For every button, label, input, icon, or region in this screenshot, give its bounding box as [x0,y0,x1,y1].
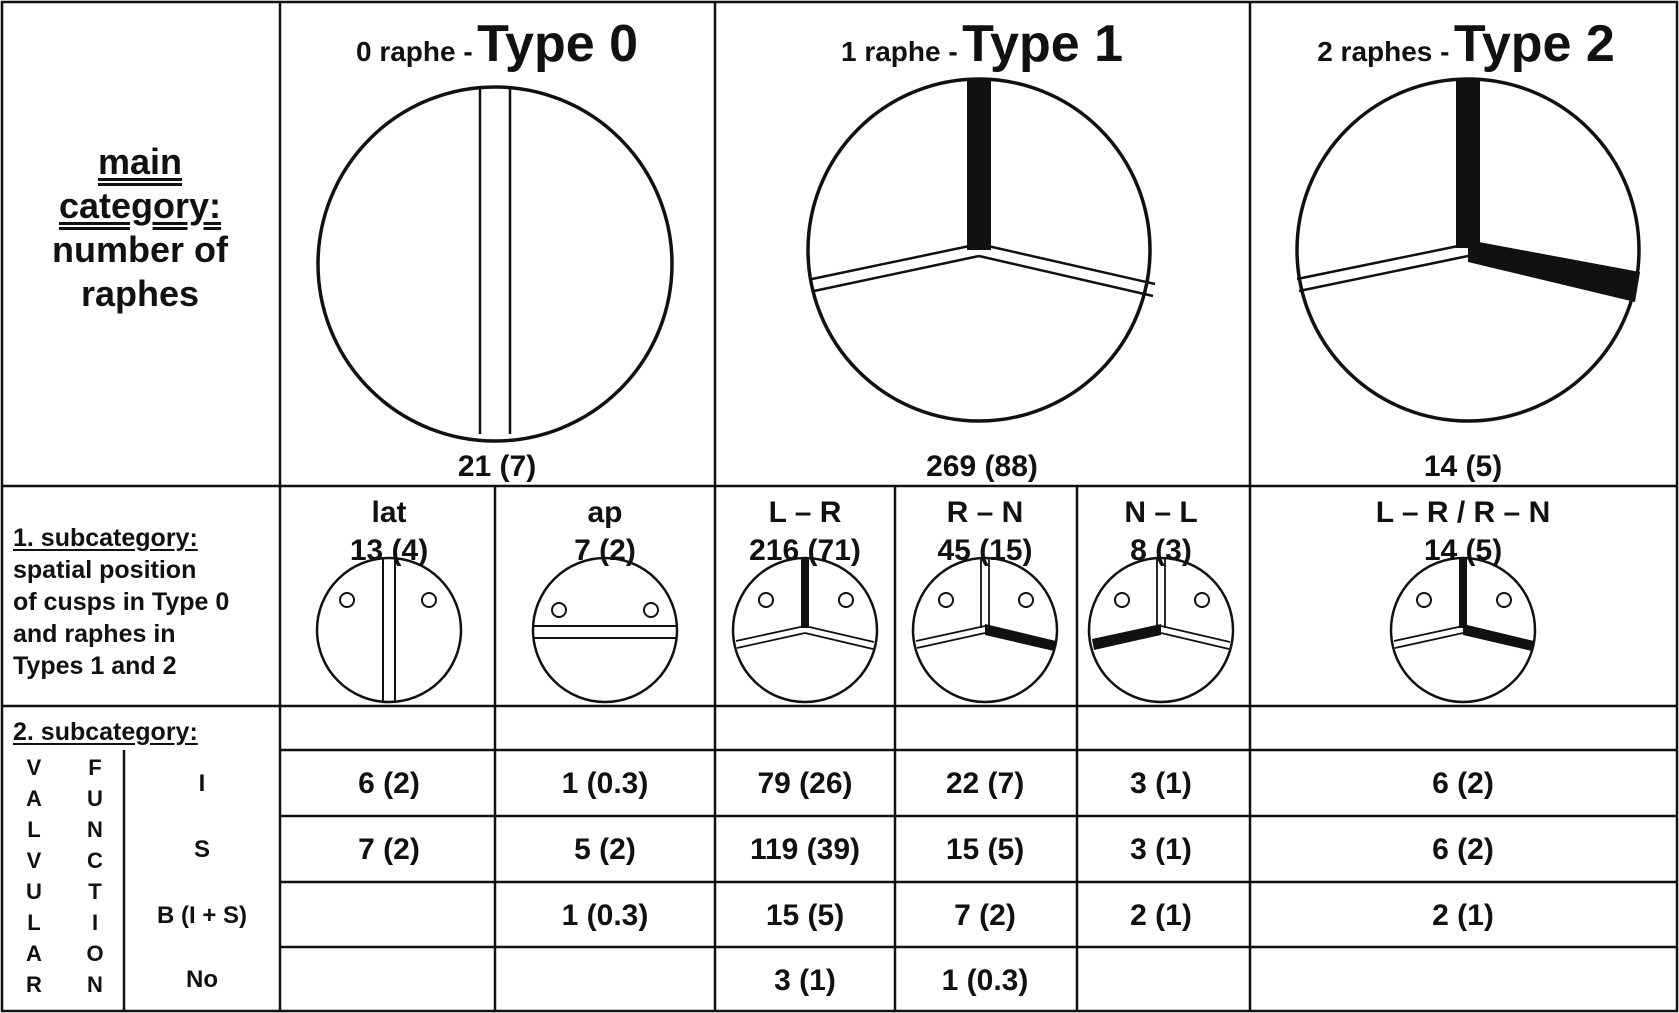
table-cell: 2 (1) [1432,899,1494,932]
type2-count: 14 (5) [1423,450,1503,483]
subcategory1-line: spatial position [13,556,197,584]
valvular-letter: R [26,972,42,997]
function-letter: F [88,755,102,780]
type1-raphe-label: 1 raphe - [840,36,958,67]
table-cell: 119 (39) [749,833,861,866]
subtype-header: L – R 216 (71) [749,494,861,570]
subtype-label: R – N [946,496,1024,529]
table-cell: 5 (2) [574,833,636,866]
type0-header: 0 raphe - Type 0 [356,18,638,70]
function-letter: I [91,910,99,935]
main-category-line4: raphes [80,273,200,314]
subtype-header: N – L 8 (3) [1124,494,1197,570]
lat-valve-diagram [315,556,463,704]
subtype-label: L – R [768,496,842,529]
ap-valve-diagram [531,556,679,704]
table-cell: 7 (2) [358,833,420,866]
type1-count: 269 (88) [926,450,1038,483]
table-cell: 3 (1) [1130,767,1192,800]
type2-raphe-label: 2 raphes - [1317,36,1450,67]
main-category-label: main category: number of raphes [52,140,228,316]
table-cell: 22 (7) [945,767,1025,800]
subtype-count: 7 (2) [574,534,636,567]
main-category-line3: number of [52,229,228,270]
valvular-letter: L [27,817,41,842]
function-letter: N [87,972,103,997]
table-cell: 1 (0.3) [561,899,649,932]
function-letter: O [86,941,104,966]
table-cell: 15 (5) [945,833,1025,866]
function-vertical-label: F U N C T I O N [83,757,107,996]
type0-title: Type 0 [477,15,639,73]
type1-valve-diagram [806,77,1156,423]
type1-header: 1 raphe - Type 1 [841,18,1123,70]
table-cell: 1 (0.3) [561,767,649,800]
function-letter: U [87,786,103,811]
subtype-label: N – L [1124,496,1198,529]
valvular-vertical-label: V A L V U L A R [22,757,46,996]
subcategory2-title: 2. subcategory: [13,718,198,746]
n-l-valve-diagram [1087,556,1235,704]
subtype-header: R – N 45 (15) [937,494,1032,570]
type0-valve-diagram [316,85,674,443]
table-cell: 6 (2) [358,767,420,800]
row-label-s: S [193,836,211,863]
subtype-label: L – R / R – N [1375,496,1551,529]
subcategory1-line: Types 1 and 2 [13,652,177,680]
type2-header: 2 raphes - Type 2 [1317,18,1615,70]
subtype-label: ap [587,496,623,529]
table-cell: 79 (26) [757,767,853,800]
valvular-letter: A [26,941,42,966]
subtype-count: 216 (71) [749,534,861,567]
subtype-label: lat [371,496,407,529]
table-cell: 1 (0.3) [941,964,1029,997]
l-r-r-n-valve-diagram [1389,556,1537,704]
table-cell: 2 (1) [1130,899,1192,932]
row-label-no: No [186,966,218,993]
row-label-b: B (I + S) [156,902,248,929]
valvular-letter: V [26,848,42,873]
type2-valve-diagram [1295,77,1641,423]
type1-title: Type 1 [962,15,1124,73]
subcategory1-title: 1. subcategory: [13,524,198,552]
subtype-header: ap 7 (2) [574,494,636,570]
subcategory1-line: and raphes in [13,620,176,648]
subcategory1-line: of cusps in Type 0 [13,588,230,616]
type0-raphe-label: 0 raphe - [355,36,473,67]
subtype-count: 45 (15) [937,534,1033,567]
type2-title: Type 2 [1453,15,1615,73]
valvular-letter: L [27,910,41,935]
table-cell: 6 (2) [1432,767,1494,800]
type0-count: 21 (7) [457,450,537,483]
valvular-letter: U [26,879,42,904]
function-letter: T [88,879,102,904]
row-label-i: I [198,770,206,797]
main-category-line1: main [97,141,183,182]
l-r-valve-diagram [731,556,879,704]
r-n-valve-diagram [911,556,1059,704]
main-category-line2: category: [58,185,222,226]
subcategory1-label: 1. subcategory: spatial position of cusp… [13,522,229,682]
subtype-count: 13 (4) [349,534,429,567]
valvular-letter: A [26,786,42,811]
subtype-header: L – R / R – N 14 (5) [1376,494,1551,570]
function-letter: N [87,817,103,842]
table-cell: 7 (2) [954,899,1016,932]
function-letter: C [87,848,103,873]
valvular-letter: V [26,755,42,780]
subtype-count: 14 (5) [1423,534,1503,567]
subtype-header: lat 13 (4) [350,494,428,570]
table-cell: 3 (1) [774,964,836,997]
table-cell: 3 (1) [1130,833,1192,866]
table-cell: 15 (5) [765,899,845,932]
table-cell: 6 (2) [1432,833,1494,866]
subtype-count: 8 (3) [1130,534,1192,567]
